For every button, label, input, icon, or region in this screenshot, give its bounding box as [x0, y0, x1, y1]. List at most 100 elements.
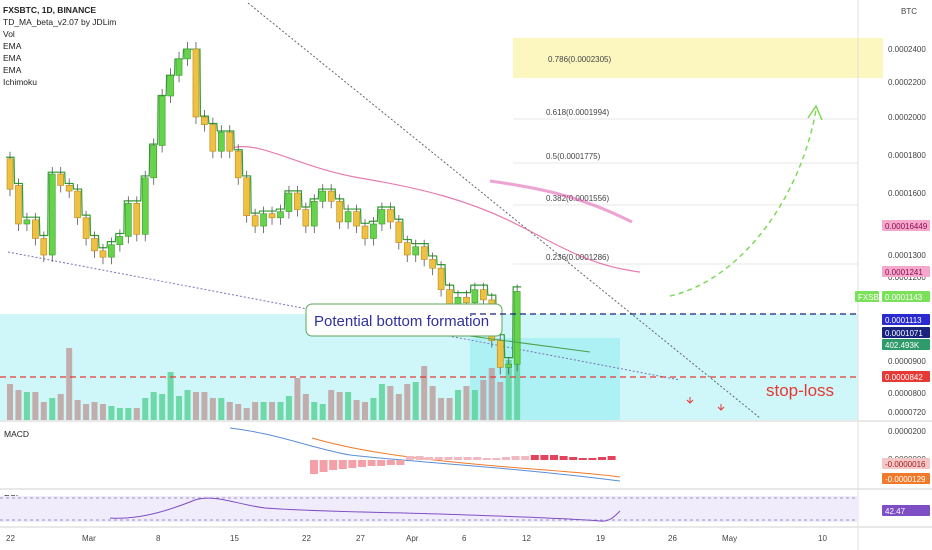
volume-bar: [421, 366, 428, 420]
volume-bar: [294, 378, 301, 420]
tag-macd-2: -0.0000129: [885, 475, 926, 484]
candle: [57, 173, 65, 186]
candle: [319, 190, 327, 202]
volume-bar: [319, 404, 326, 420]
candle: [150, 145, 157, 179]
volume-bar: [91, 402, 98, 420]
volume-bar: [505, 360, 512, 420]
candle: [513, 291, 521, 365]
volume-bar: [252, 402, 259, 420]
volume-bar: [328, 390, 335, 420]
volume-bar: [471, 390, 478, 420]
volume-bar: [32, 392, 39, 420]
tag-fxsbtc-label: FXSBTC: [858, 293, 890, 302]
volume-bar: [345, 392, 352, 420]
volume-bar: [108, 406, 115, 420]
volume-bar: [142, 398, 149, 420]
tag-ema-low: 0.0001241: [885, 268, 923, 277]
macd-histogram-bar: [454, 457, 462, 460]
macd-title: MACD: [4, 429, 29, 439]
volume-bar: [74, 400, 81, 420]
volume-bar: [235, 404, 242, 420]
tag-stop-loss: 0.0000842: [885, 373, 923, 382]
vol-label: Vol: [3, 29, 15, 39]
stop-loss-text: stop-loss: [766, 381, 834, 400]
macd-histogram-bar: [588, 458, 597, 460]
candle: [133, 203, 141, 235]
candle: [6, 158, 14, 190]
candle: [370, 223, 377, 239]
candle: [82, 217, 90, 239]
volume-bar: [209, 398, 216, 420]
price-axis-label: 0.0000900: [888, 357, 926, 366]
volume-bar: [15, 390, 22, 420]
macd-axis-label: 0.0000200: [888, 427, 926, 436]
time-axis-label: Mar: [82, 534, 96, 543]
symbol-title: FXSBTC, 1D, BINANCE: [3, 5, 97, 15]
price-axis-label: 0.0001300: [888, 251, 926, 260]
time-axis-label: 10: [818, 534, 827, 543]
macd-histogram-bar: [530, 455, 539, 460]
time-axis-label: 19: [596, 534, 605, 543]
tag-fxsbtc-value: 0.0001143: [885, 293, 923, 302]
volume-bar: [277, 402, 284, 420]
fib-786-zone: [513, 38, 883, 78]
candle: [141, 177, 149, 235]
volume-bar: [454, 390, 461, 420]
tag-rsi-bg: [882, 505, 930, 516]
candle: [251, 215, 259, 227]
macd-histogram-bar: [367, 460, 376, 466]
macd-histogram-bar: [521, 456, 530, 460]
volume-bar: [514, 358, 521, 420]
candle: [260, 213, 267, 227]
candle: [99, 250, 107, 258]
volume-bar: [184, 390, 191, 420]
volume-bar: [99, 404, 106, 420]
candle: [184, 48, 191, 60]
indicator-title: TD_MA_beta_v2.07 by JDLim: [3, 17, 117, 27]
volume-bar: [353, 400, 360, 420]
volume-bar: [192, 392, 199, 420]
rsi-band: [0, 496, 858, 522]
ema-line-1: [231, 146, 641, 273]
macd-histogram-bar: [434, 457, 443, 460]
time-axis-label: 8: [156, 534, 161, 543]
candle: [91, 238, 98, 252]
candle: [167, 75, 174, 97]
downtrend-line: [247, 2, 761, 419]
candle: [463, 296, 470, 304]
volume-bar: [133, 408, 140, 420]
time-axis-label: 15: [230, 534, 239, 543]
volume-bar: [446, 398, 453, 420]
tag-ema-low-bg: [882, 266, 930, 277]
volume-bar: [488, 368, 495, 420]
time-axis-label: 6: [462, 534, 467, 543]
fib-label-786: 0.786(0.0002305): [548, 55, 612, 64]
macd-histogram-bar: [578, 458, 587, 460]
macd-histogram-bar: [329, 460, 338, 470]
volume-bar: [7, 384, 13, 420]
candle: [218, 131, 225, 152]
tag-stop-loss-bg: [882, 371, 930, 382]
volume-bar: [260, 402, 267, 420]
macd-histogram-bar: [511, 456, 520, 460]
tag-macd-1: -0.0000016: [885, 460, 926, 469]
macd-signal: [311, 437, 621, 478]
ichimoku-label: Ichimoku: [3, 77, 38, 87]
candle: [116, 236, 124, 245]
candle: [327, 190, 335, 202]
candle: [480, 289, 487, 301]
candle: [23, 219, 31, 225]
price-axis-label: 0.0002400: [888, 45, 926, 54]
tag-ema-high-bg: [882, 220, 930, 231]
currency-label: BTC: [901, 7, 917, 16]
volume-bar: [176, 396, 183, 420]
volume-bar: [370, 398, 377, 420]
time-axis-label: 27: [356, 534, 365, 543]
volume-bar: [497, 382, 504, 420]
macd-histogram-bar: [482, 458, 491, 460]
volume-bar: [167, 372, 174, 420]
down-arrow: [686, 397, 694, 404]
ema-label-1: EMA: [3, 41, 22, 51]
